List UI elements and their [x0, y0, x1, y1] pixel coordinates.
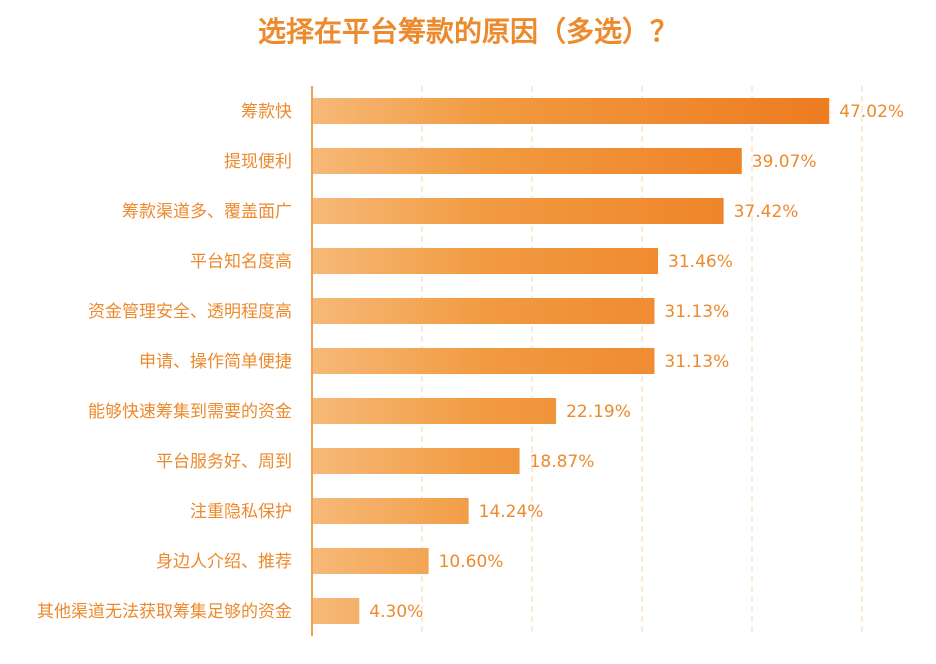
- value-label-10: 4.30%: [369, 602, 423, 622]
- bar-4: [312, 298, 655, 324]
- category-label-8: 注重隐私保护: [190, 502, 292, 522]
- category-label-4: 资金管理安全、透明程度高: [88, 302, 292, 322]
- bar-9: [312, 548, 429, 574]
- bar-1: [312, 148, 742, 174]
- category-label-10: 其他渠道无法获取筹集足够的资金: [37, 602, 292, 622]
- chart-title: 选择在平台筹款的原因（多选）？: [257, 15, 678, 48]
- bar-2: [312, 198, 724, 224]
- value-labels: 47.02% 39.07% 37.42% 31.46% 31.13% 31.13% 22.1…: [369, 102, 904, 622]
- value-label-4: 31.13%: [664, 302, 729, 322]
- category-label-7: 平台服务好、周到: [156, 452, 292, 472]
- bar-3: [312, 248, 659, 274]
- value-label-0: 47.02%: [839, 102, 904, 122]
- bar-8: [312, 498, 469, 524]
- category-label-0: 筹款快: [241, 102, 292, 122]
- value-label-2: 37.42%: [734, 202, 799, 222]
- value-label-8: 14.24%: [479, 502, 544, 522]
- value-label-3: 31.46%: [668, 252, 733, 272]
- category-label-3: 平台知名度高: [190, 252, 292, 272]
- value-label-9: 10.60%: [439, 552, 504, 572]
- category-label-6: 能够快速筹集到需要的资金: [88, 402, 292, 422]
- category-label-5: 申请、操作简单便捷: [139, 352, 292, 372]
- category-labels: 筹款快提现便利筹款渠道多、覆盖面广平台知名度高资金管理安全、透明程度高申请、操作…: [37, 102, 292, 622]
- bar-5: [312, 348, 655, 374]
- bar-0: [312, 98, 830, 124]
- value-label-5: 31.13%: [664, 352, 729, 372]
- value-label-1: 39.07%: [752, 152, 817, 172]
- bars: [312, 98, 830, 624]
- value-label-7: 18.87%: [530, 452, 595, 472]
- value-label-6: 22.19%: [566, 402, 631, 422]
- bar-7: [312, 448, 520, 474]
- bar-10: [312, 598, 360, 624]
- category-label-1: 提现便利: [224, 152, 292, 172]
- category-label-9: 身边人介绍、推荐: [156, 552, 292, 572]
- bar-6: [312, 398, 557, 424]
- category-label-2: 筹款渠道多、覆盖面广: [122, 202, 292, 222]
